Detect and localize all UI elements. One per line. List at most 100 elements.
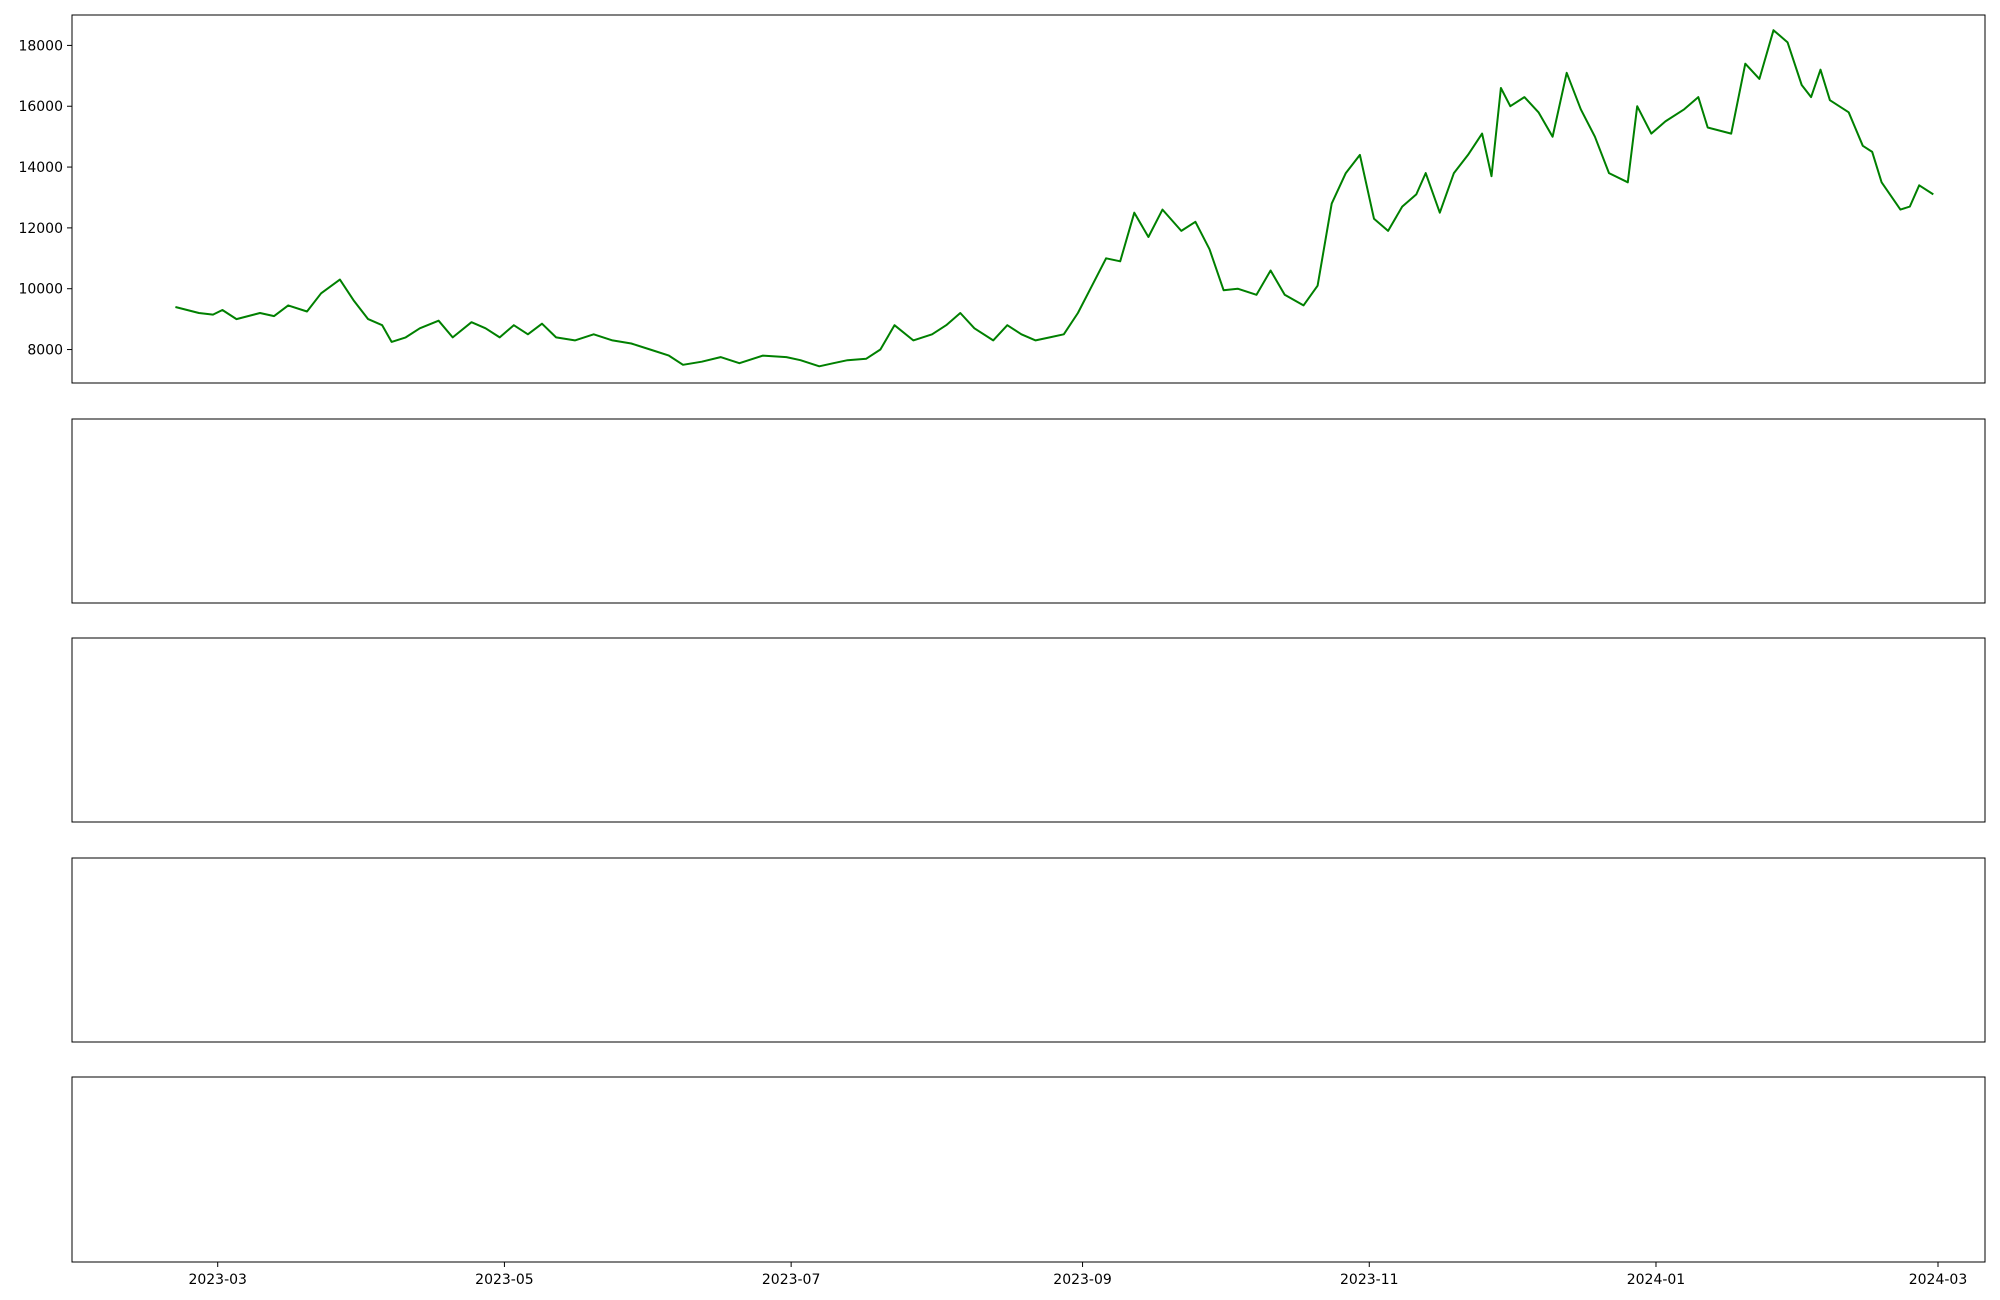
data-point (593, 334, 595, 336)
data-point (1491, 175, 1493, 177)
data-point (762, 355, 764, 357)
data-point (1467, 154, 1469, 156)
data-point (1317, 285, 1319, 287)
y-tick-label: 10000 (18, 282, 63, 298)
x-tick-label: 2023-03 (188, 1272, 247, 1288)
data-point (1707, 127, 1709, 129)
data-point (847, 359, 849, 361)
data-point (786, 356, 788, 358)
panel-frame-empty (71, 857, 1986, 1043)
data-point (1538, 112, 1540, 114)
data-point (1787, 42, 1789, 44)
y-tick-label: 8000 (27, 343, 63, 359)
data-point (485, 328, 487, 330)
data-point (1359, 154, 1361, 156)
data-point (612, 340, 614, 342)
data-point (1209, 248, 1211, 250)
data-point (668, 355, 670, 357)
data-point (212, 314, 214, 316)
data-point (541, 323, 543, 325)
data-point (1745, 63, 1747, 65)
data-point (555, 337, 557, 339)
data-point (894, 324, 896, 326)
data-point (306, 311, 308, 313)
data-point (1909, 206, 1911, 208)
data-point (499, 337, 501, 339)
data-point (1933, 194, 1935, 196)
data-point (1256, 294, 1258, 296)
panel-frame-empty (71, 418, 1986, 604)
x-tick-label: 2024-03 (1909, 1272, 1968, 1288)
data-point (381, 324, 383, 326)
data-point (1021, 334, 1023, 336)
data-point (1331, 203, 1333, 205)
data-point (960, 312, 962, 314)
data-point (1636, 105, 1638, 107)
x-tick-label: 2023-11 (1340, 1272, 1399, 1288)
data-point (222, 309, 224, 311)
data-point (945, 324, 947, 326)
data-point (1223, 289, 1225, 291)
data-point (1105, 258, 1107, 260)
data-point (833, 362, 835, 364)
data-point (1049, 337, 1051, 339)
series-line-0 (175, 29, 1934, 368)
data-point (1345, 172, 1347, 174)
data-point (1148, 236, 1150, 238)
data-point (438, 320, 440, 322)
data-point (1627, 182, 1629, 184)
data-point (320, 293, 322, 295)
data-point (471, 321, 473, 323)
data-point (1651, 133, 1653, 135)
data-point (1510, 105, 1512, 107)
panel-frame (71, 14, 1986, 384)
data-point (1035, 340, 1037, 342)
data-point (1500, 87, 1502, 89)
data-point (419, 328, 421, 330)
data-point (913, 340, 915, 342)
panel-frame-empty (71, 637, 1986, 823)
data-point (1284, 294, 1286, 296)
data-point (819, 366, 821, 368)
data-point (1425, 172, 1427, 174)
data-point (631, 343, 633, 345)
data-point (1119, 261, 1121, 263)
data-point (273, 315, 275, 317)
data-point (1373, 218, 1375, 220)
data-point (1810, 96, 1812, 98)
data-point (1665, 121, 1667, 123)
data-point (1608, 172, 1610, 174)
data-point (1416, 194, 1418, 196)
y-tick-label: 16000 (18, 99, 63, 115)
data-point (1566, 72, 1568, 74)
data-point (1862, 145, 1864, 147)
data-point (1162, 209, 1164, 211)
data-point (1552, 136, 1554, 138)
data-point (992, 340, 994, 342)
data-point (720, 356, 722, 358)
data-point (259, 312, 261, 314)
data-point (1134, 212, 1136, 214)
data-point (1759, 78, 1761, 80)
data-point (1918, 185, 1920, 187)
data-point (574, 340, 576, 342)
panel-price: 8000 10000 12000 14000 16000 18000 (18, 14, 1986, 384)
data-point (527, 334, 529, 336)
data-point (1900, 209, 1902, 211)
data-point (1237, 288, 1239, 290)
data-point (1594, 136, 1596, 138)
data-point (405, 337, 407, 339)
data-point (1773, 29, 1775, 31)
data-point (1801, 84, 1803, 86)
data-point (1077, 312, 1079, 314)
data-point (1195, 221, 1197, 223)
data-point (1580, 109, 1582, 111)
data-point (649, 349, 651, 351)
data-point (866, 358, 868, 360)
x-axis: 2023-03 2023-05 2023-07 2023-09 2023-11 2024-… (188, 1262, 1967, 1288)
data-point (1387, 230, 1389, 232)
data-point (353, 300, 355, 302)
data-point (513, 324, 515, 326)
data-point (1091, 285, 1093, 287)
